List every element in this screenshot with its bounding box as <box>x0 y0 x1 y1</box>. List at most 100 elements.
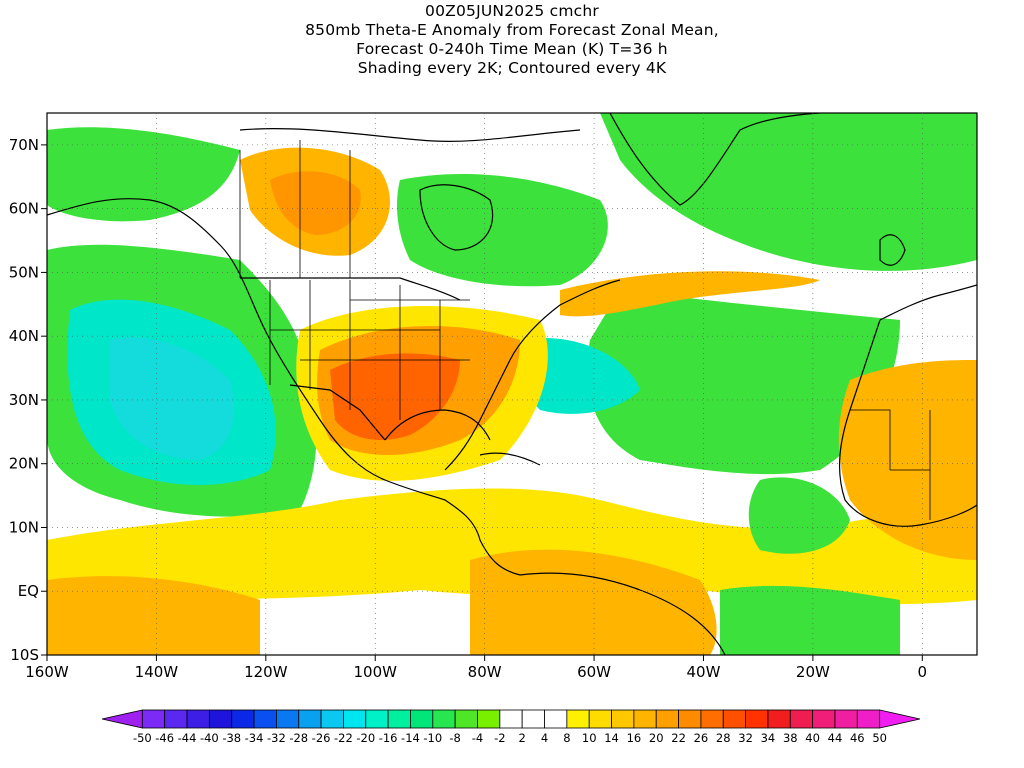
colorbar-arrow-low <box>101 709 143 729</box>
north-america-coast <box>149 199 521 576</box>
field-atlantic-green <box>587 290 900 475</box>
field-tropic-orange <box>47 576 260 655</box>
colorbar-swatch <box>298 709 322 729</box>
south-america-coast <box>519 572 726 655</box>
colorbar-label: 4 <box>541 731 548 745</box>
colorbar-swatch <box>410 709 434 729</box>
colorbar-swatch <box>320 709 344 729</box>
colorbar-label: -26 <box>312 731 331 745</box>
colorbar-label: 44 <box>828 731 843 745</box>
colorbar-swatch <box>365 709 389 729</box>
colorbar-label: -44 <box>178 731 197 745</box>
colorbar-label: -38 <box>222 731 241 745</box>
field-atlantic-cyan <box>518 338 640 414</box>
x-tick-label: 140W <box>135 663 179 681</box>
colorbar-label: -20 <box>356 731 375 745</box>
colorbar-label: 32 <box>738 731 753 745</box>
colorbar-label: -28 <box>289 731 308 745</box>
y-tick-label: 50N <box>9 263 39 281</box>
colorbar-swatch <box>141 709 166 729</box>
colorbar-label: -10 <box>423 731 442 745</box>
colorbar-label: 20 <box>649 731 664 745</box>
title-line-3: Forecast 0-240h Time Mean (K) T=36 h <box>356 40 668 58</box>
colorbar-label: 16 <box>627 731 642 745</box>
colorbar-label: 38 <box>783 731 798 745</box>
colorbar-swatch <box>521 709 545 729</box>
y-tick-label: 20N <box>9 455 39 473</box>
y-tick-label: 60N <box>9 200 39 218</box>
x-tick-label: 160W <box>25 663 69 681</box>
colorbar-label: 2 <box>519 731 526 745</box>
field-canada-orange-2 <box>270 171 361 235</box>
y-tick-label: 70N <box>9 136 39 154</box>
field-samerica-orange <box>470 549 717 655</box>
plot-frame <box>46 112 978 656</box>
field-eatl-green-2 <box>720 585 900 655</box>
state-lines <box>269 280 470 420</box>
colorbar-swatch <box>343 709 367 729</box>
colorbar-swatch <box>700 709 724 729</box>
greenland-coast <box>609 113 821 206</box>
field-greenland-green <box>600 113 977 271</box>
x-tick-label: 0 <box>918 663 928 681</box>
y-tick-label: 10N <box>9 518 39 536</box>
colorbar-swatch <box>499 709 523 729</box>
colorbar-swatch <box>767 709 791 729</box>
colorbar-swatch <box>588 709 612 729</box>
us-east-coast <box>444 279 621 471</box>
gridlines <box>47 113 977 655</box>
field-hudson-green <box>397 174 608 287</box>
colorbar-swatch <box>387 709 411 729</box>
colorbar: -50 -46 -44 -40 -38 -34 -32 -28 -26 -22 -20 -16 -14-… <box>101 709 921 745</box>
africa-borders <box>850 409 931 520</box>
colorbar-swatch <box>454 709 478 729</box>
canada-provinces <box>239 140 351 278</box>
x-tick-label: 100W <box>354 663 398 681</box>
title-line-2: 850mb Theta-E Anomaly from Forecast Zona… <box>305 21 719 39</box>
y-tick-label: 10S <box>10 646 39 664</box>
colorbar-swatch <box>611 709 635 729</box>
colorbar-swatch <box>789 709 814 729</box>
colorbar-swatch <box>544 709 568 729</box>
colorbar-label: 34 <box>761 731 776 745</box>
colorbar-swatch <box>477 709 501 729</box>
colorbar-swatch <box>566 709 590 729</box>
africa-coast <box>838 319 977 527</box>
field-nw-green <box>47 127 240 222</box>
colorbar-arrow-high <box>879 709 921 729</box>
x-tick-label: 120W <box>244 663 288 681</box>
colorbar-label: -2 <box>494 731 505 745</box>
field-us-red <box>330 353 460 440</box>
colorbar-label: 22 <box>671 731 686 745</box>
colorbar-label: -40 <box>200 731 219 745</box>
colorbar-swatch <box>722 709 746 729</box>
title-line-1: 00Z05JUN2025 cmchr <box>425 2 599 20</box>
colorbar-label: 50 <box>872 731 887 745</box>
x-tick-label: 20W <box>796 663 830 681</box>
british-isles <box>879 234 906 266</box>
x-tick-label: 80W <box>468 663 502 681</box>
title-block: 00Z05JUN2025 cmchr 850mb Theta-E Anomaly… <box>0 2 1024 78</box>
colorbar-label: -34 <box>245 731 264 745</box>
field-atlantic-streak <box>560 271 820 317</box>
colorbar-label: -8 <box>449 731 460 745</box>
y-tick-label: 30N <box>9 391 39 409</box>
field-eatl-green <box>748 477 850 554</box>
colorbar-swatch <box>678 709 702 729</box>
title-line-4: Shading every 2K; Contoured every 4K <box>357 59 667 77</box>
colorbar-label: -50 <box>133 731 152 745</box>
colorbar-label: -16 <box>379 731 398 745</box>
colorbar-swatch <box>633 709 657 729</box>
colorbar-label: 10 <box>582 731 597 745</box>
coastlines <box>47 113 977 655</box>
y-tick-label: 40N <box>9 327 39 345</box>
x-tick-label: 40W <box>687 663 721 681</box>
colorbar-label: 14 <box>604 731 619 745</box>
colorbar-label: -22 <box>334 731 353 745</box>
colorbar-label: 40 <box>805 731 820 745</box>
hudson-bay <box>419 184 494 251</box>
colorbar-label: 46 <box>850 731 865 745</box>
colorbar-swatch <box>655 709 679 729</box>
colorbar-label: 8 <box>563 731 570 745</box>
